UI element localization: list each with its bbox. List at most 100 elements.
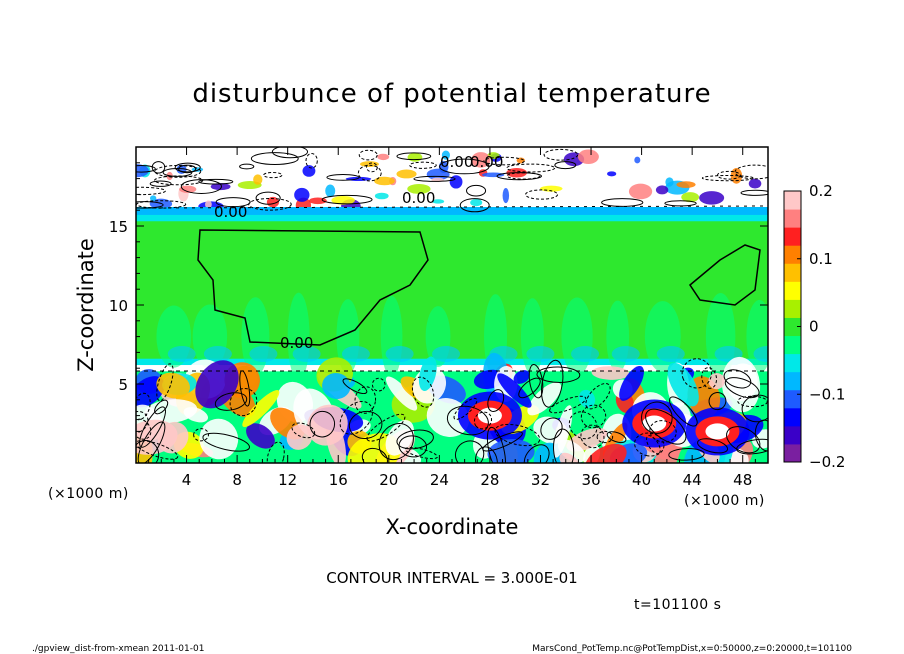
x-tick-label: 4 xyxy=(182,471,192,489)
contour-line xyxy=(543,148,579,161)
contour-line xyxy=(136,440,179,460)
contour-line xyxy=(215,197,251,208)
plume xyxy=(432,345,461,362)
plume xyxy=(292,345,321,362)
contour-label: 0.00 xyxy=(214,203,247,221)
upper-blob xyxy=(331,195,355,205)
x-axis-ticks: 4 8 12 16 20 24 28 32 36 40 44 48 xyxy=(148,147,756,489)
plume xyxy=(753,345,768,362)
lower-blob xyxy=(513,370,530,384)
stable-layer-bands xyxy=(136,207,768,381)
x-axis-label: X-coordinate xyxy=(386,515,519,539)
upper-blob xyxy=(502,187,510,204)
contour-line xyxy=(568,411,598,440)
x-tick-label: 12 xyxy=(278,471,297,489)
lower-blob xyxy=(385,376,418,411)
contour-line xyxy=(136,205,768,209)
contour-line xyxy=(540,417,563,440)
contour-line xyxy=(664,200,697,207)
contour-line xyxy=(601,198,644,207)
colorbar-tick-label: −0.2 xyxy=(809,453,845,471)
lower-blob xyxy=(418,356,437,391)
contour-line xyxy=(154,164,202,178)
y-axis-label: Z-coordinate xyxy=(74,238,98,372)
y-tick-label: 15 xyxy=(109,218,128,236)
colorbar-tick-label: 0.2 xyxy=(809,182,833,200)
upper-blob xyxy=(266,196,280,208)
upper-blob xyxy=(407,183,431,194)
lower-blob xyxy=(559,452,580,463)
y-axis-unit: (×1000 m) xyxy=(48,486,129,502)
contour-line xyxy=(378,423,414,461)
upper-blob xyxy=(294,187,310,202)
vortex xyxy=(705,423,730,440)
upper-blob xyxy=(210,183,231,191)
plume xyxy=(380,295,403,378)
plume xyxy=(526,345,555,362)
contour-line xyxy=(518,377,541,399)
upper-blob xyxy=(205,200,212,209)
contour-line xyxy=(554,161,577,170)
upper-blob xyxy=(374,192,389,200)
contour-line xyxy=(136,410,149,434)
contour-line xyxy=(486,426,506,463)
x-tick-label: 16 xyxy=(329,471,348,489)
contour-line xyxy=(634,432,665,457)
contour-line xyxy=(202,432,251,452)
upper-blob xyxy=(325,184,336,198)
contour-line xyxy=(154,399,169,415)
colorbar-segment xyxy=(784,317,801,337)
contour-line xyxy=(525,189,559,200)
lower-blob xyxy=(156,372,190,399)
band xyxy=(136,365,768,372)
colorbar: 0.2 0.1 0 −0.1 −0.2 xyxy=(783,182,845,471)
plume xyxy=(341,345,370,362)
lower-blob xyxy=(183,407,209,423)
lower-blob xyxy=(286,424,313,450)
contour-line xyxy=(271,147,309,159)
contour-line xyxy=(305,153,318,169)
contour-line xyxy=(701,174,754,182)
contour-line xyxy=(446,405,489,436)
colorbar-segment xyxy=(784,443,801,463)
upper-blob xyxy=(396,169,417,179)
contour-line xyxy=(668,448,705,461)
contour-line xyxy=(151,161,166,174)
x-tick-label: 8 xyxy=(232,471,242,489)
contour-line xyxy=(239,163,255,170)
contour-line xyxy=(174,162,201,173)
contour-line xyxy=(398,435,428,458)
contour-line xyxy=(139,406,166,448)
upper-blob xyxy=(577,149,599,165)
plume xyxy=(561,297,593,376)
colorbar-segment xyxy=(784,245,801,264)
contour-line xyxy=(724,377,760,399)
band xyxy=(136,207,768,217)
upper-blob xyxy=(516,157,525,164)
contour-line xyxy=(136,165,156,173)
upper-blob xyxy=(471,152,491,168)
colorbar-segment xyxy=(784,299,801,318)
lower-blob xyxy=(527,382,562,416)
lower-blob xyxy=(578,389,596,408)
plot-area xyxy=(136,147,768,463)
contour-line xyxy=(180,179,223,194)
plume xyxy=(656,345,685,362)
upper-blob xyxy=(253,174,263,185)
contour-line xyxy=(396,152,432,161)
contour-line xyxy=(453,397,478,420)
contour-line xyxy=(193,428,209,442)
time-label: t=101100 s xyxy=(634,597,721,613)
upper-blob xyxy=(634,156,641,164)
contour-line xyxy=(214,392,248,411)
contour-line xyxy=(506,172,541,180)
lower-blob xyxy=(246,423,275,449)
upper-blob xyxy=(441,150,450,160)
contour-line xyxy=(734,164,768,180)
contour-line xyxy=(494,423,541,447)
colorbar-segment xyxy=(784,407,801,427)
lower-blob xyxy=(667,362,699,407)
upper-blob xyxy=(655,185,669,195)
upper-blob xyxy=(374,176,395,186)
upper-blob xyxy=(407,152,423,162)
